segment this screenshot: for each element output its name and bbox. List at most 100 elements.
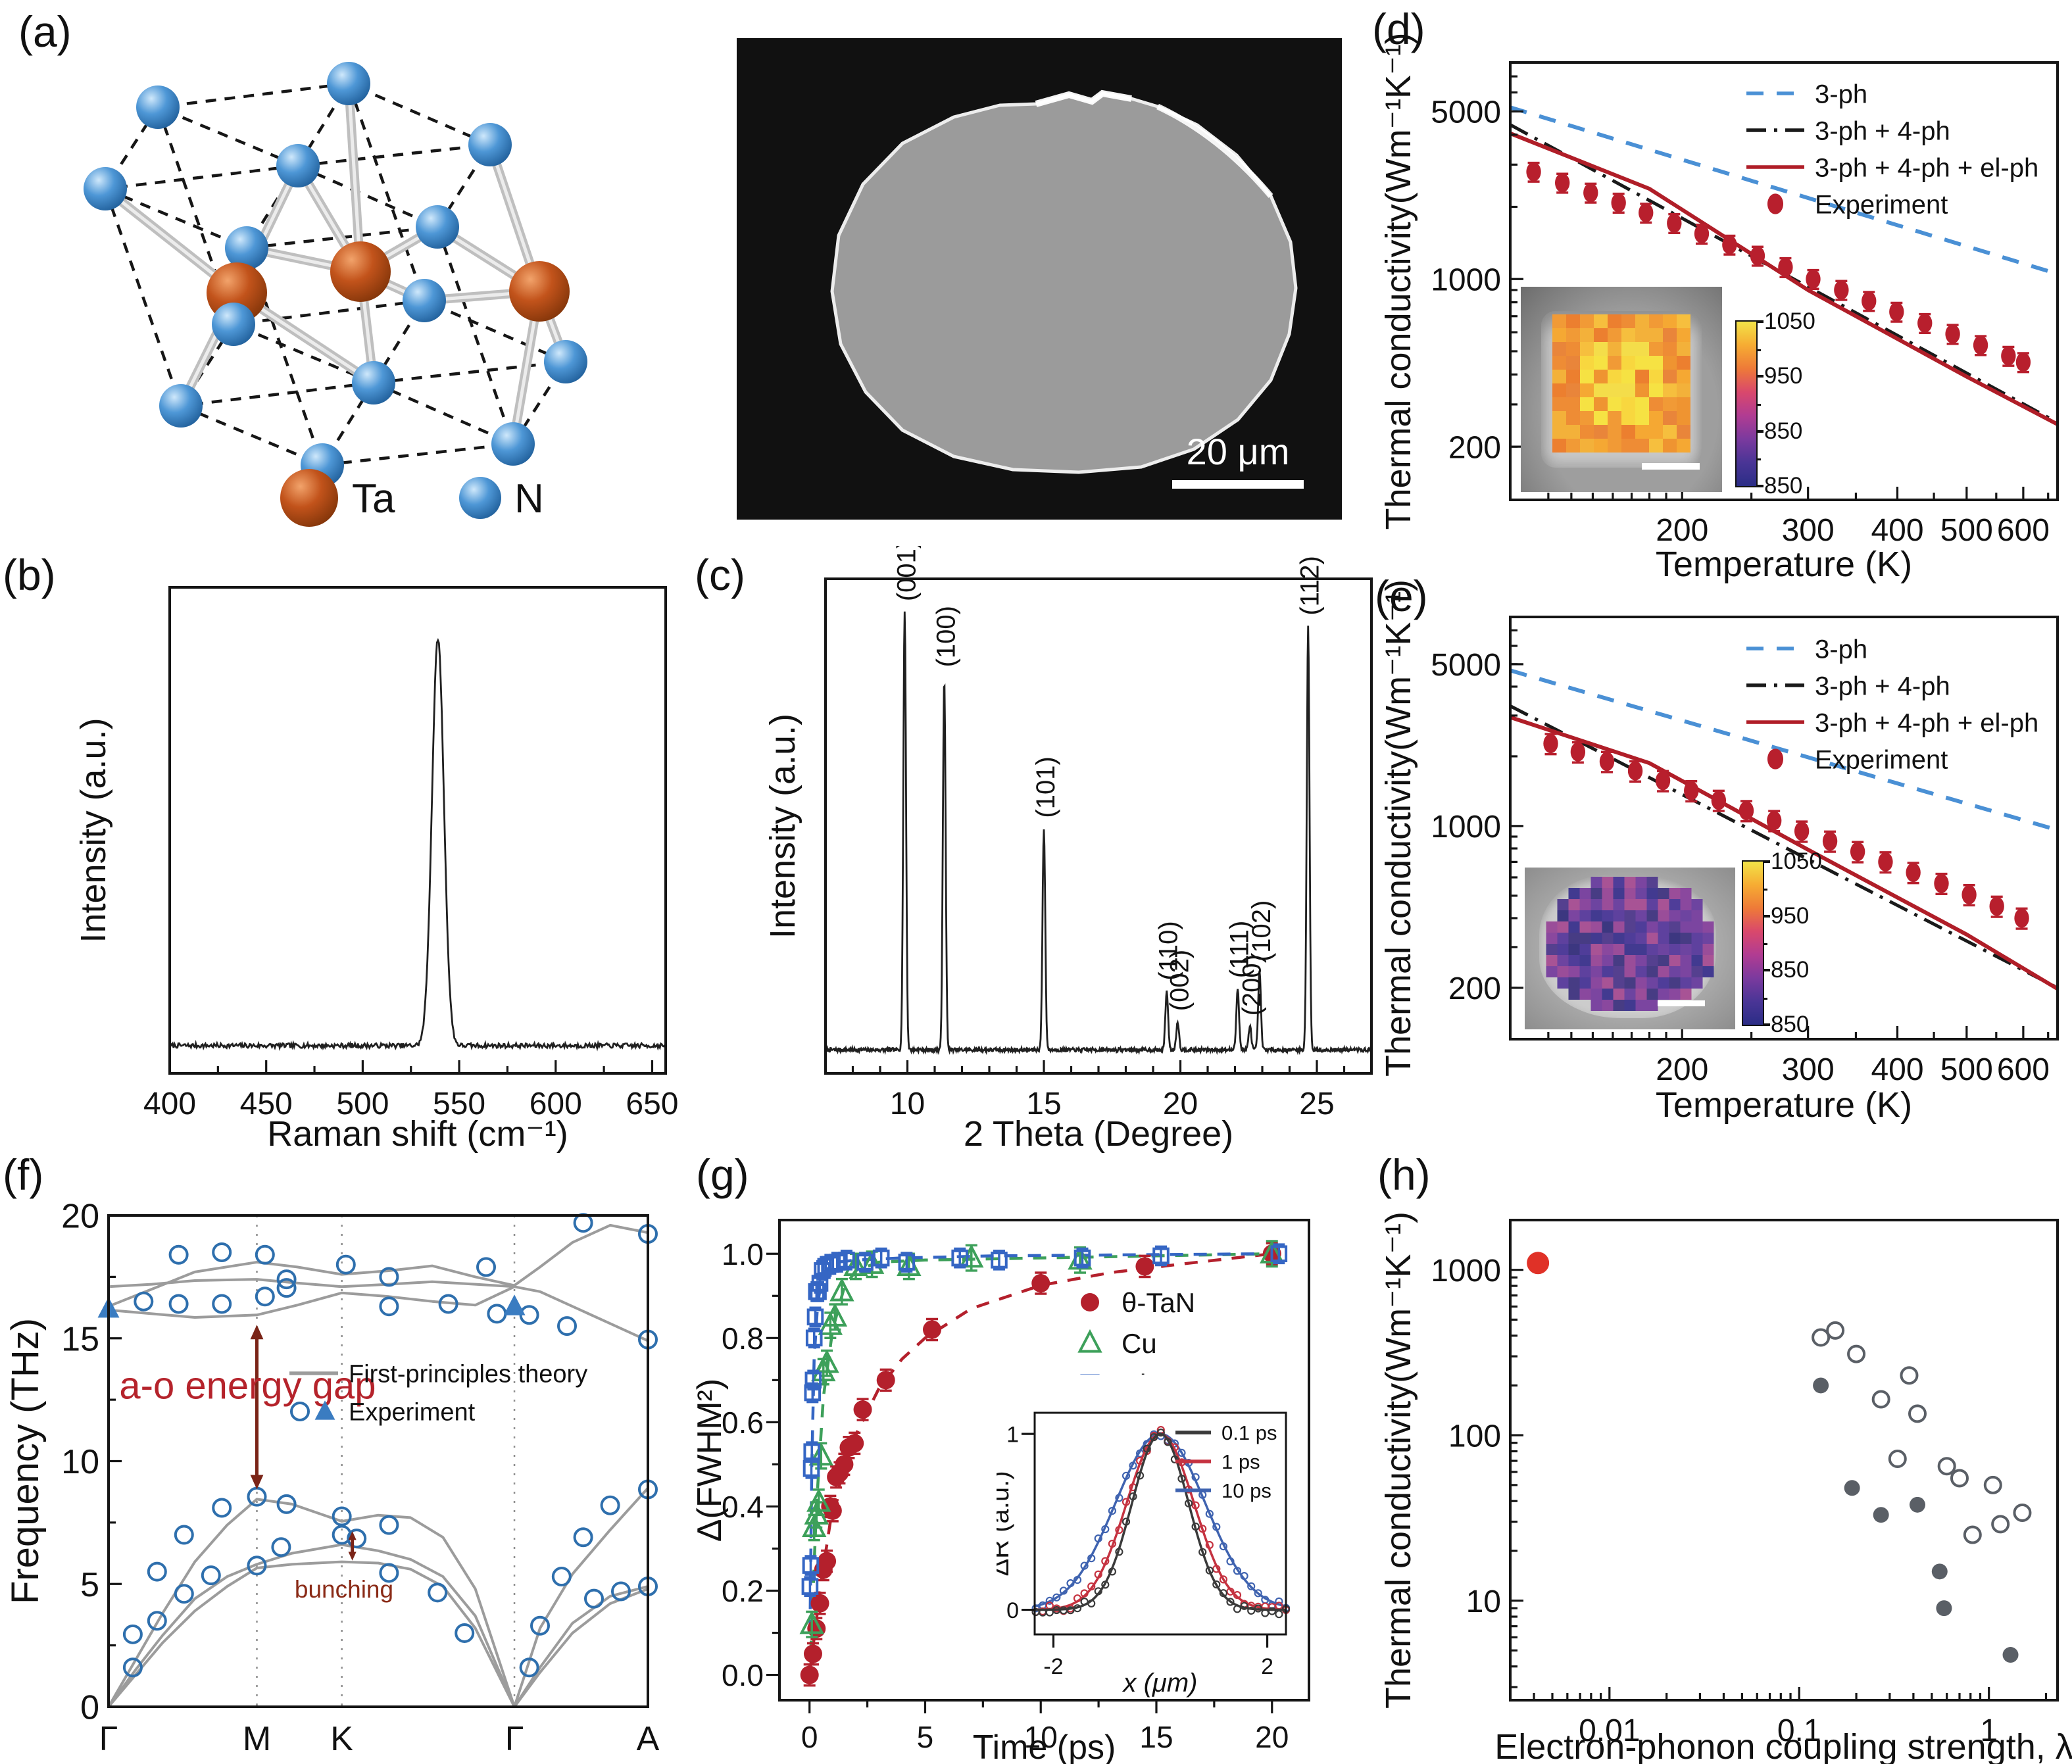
panel-label-d: (d) <box>1372 5 1425 53</box>
panel-label-g: (g) <box>696 1150 749 1199</box>
svg-text:First-principles theory: First-principles theory <box>349 1361 587 1388</box>
svg-text:0: 0 <box>801 1720 818 1754</box>
panel-label-e: (e) <box>1375 572 1428 620</box>
sem-image: 20 μm <box>737 38 1342 520</box>
svg-text:Thermal conductivity(Wm⁻¹K⁻¹): Thermal conductivity(Wm⁻¹K⁻¹) <box>1381 1212 1418 1709</box>
svg-text:1000: 1000 <box>1431 1254 1501 1288</box>
panel-c-xrd-chart: (001) (100) (101) (110)(002) (111)(200)(102)… <box>763 546 1373 1154</box>
colorbar-label: 950 <box>1771 902 1810 929</box>
svg-text:0: 0 <box>80 1689 99 1727</box>
svg-text:20: 20 <box>1255 1720 1289 1754</box>
svg-text:Raman shift (cm⁻¹): Raman shift (cm⁻¹) <box>267 1114 568 1154</box>
svg-text:1 ps: 1 ps <box>1221 1450 1260 1473</box>
svg-text:2: 2 <box>1261 1654 1273 1679</box>
svg-text:Γ: Γ <box>99 1720 118 1758</box>
svg-text:1000: 1000 <box>1431 810 1501 845</box>
svg-text:x (μm): x (μm) <box>1122 1669 1198 1698</box>
svg-text:M: M <box>243 1720 271 1758</box>
svg-text:Temperature (K): Temperature (K) <box>1656 1085 1912 1125</box>
svg-text:600: 600 <box>530 1087 582 1121</box>
colorbar-label: 850 <box>1764 473 1803 499</box>
svg-text:0.6: 0.6 <box>722 1406 764 1440</box>
svg-text:(112): (112) <box>1296 556 1325 615</box>
svg-text:1: 1 <box>1006 1422 1019 1447</box>
svg-text:5000: 5000 <box>1431 95 1501 130</box>
panel-f-phonon-dispersion-chart: a-o energy gap bunching Γ M K Γ A 0 5 10 15 20 Frequ… <box>4 1198 660 1758</box>
svg-text:10: 10 <box>1024 1720 1058 1754</box>
svg-text:300: 300 <box>1782 513 1835 548</box>
svg-text:15: 15 <box>1026 1087 1061 1121</box>
svg-text:3-ph + 4-ph + el-ph: 3-ph + 4-ph + el-ph <box>1815 708 2038 737</box>
svg-text:ΔR (a.u.): ΔR (a.u.) <box>997 1471 1014 1576</box>
svg-text:N: N <box>514 476 544 522</box>
svg-text:5: 5 <box>80 1566 99 1604</box>
svg-text:200: 200 <box>1656 1052 1708 1087</box>
svg-text:Cu: Cu <box>1122 1328 1157 1359</box>
svg-text:20: 20 <box>61 1198 99 1236</box>
panel-e-inset-thermal-map <box>1525 868 1735 1029</box>
svg-text:200: 200 <box>1448 430 1501 465</box>
svg-text:650: 650 <box>626 1087 678 1121</box>
svg-text:Electron-phonon coupling stren: Electron-phonon coupling strength, λ <box>1494 1727 2072 1764</box>
svg-text:5000: 5000 <box>1431 648 1501 683</box>
svg-text:1000: 1000 <box>1431 263 1501 298</box>
svg-text:(002): (002) <box>1165 950 1194 1011</box>
svg-text:3-ph + 4-ph + el-ph: 3-ph + 4-ph + el-ph <box>1815 153 2038 182</box>
panel-d-colorbar: 1050 950 850 850 <box>1735 308 1815 499</box>
panel-e-colorbar: 1050 950 850 850 <box>1742 848 1822 1037</box>
panel-label-h: (h) <box>1377 1150 1431 1199</box>
svg-text:400: 400 <box>1871 513 1923 548</box>
svg-text:500: 500 <box>336 1087 389 1121</box>
svg-text:Frequency (THz): Frequency (THz) <box>4 1318 47 1604</box>
svg-text:(001): (001) <box>892 546 921 601</box>
svg-text:20: 20 <box>1163 1087 1198 1121</box>
panel-label-b: (b) <box>3 551 56 599</box>
svg-text:3-ph: 3-ph <box>1815 635 1867 664</box>
svg-text:3-ph: 3-ph <box>1815 80 1867 109</box>
thermal-heatmap <box>1546 876 1714 1011</box>
svg-text:-2: -2 <box>1043 1654 1063 1679</box>
svg-text:0: 0 <box>1006 1598 1019 1623</box>
svg-text:20 μm: 20 μm <box>1187 431 1290 472</box>
colorbar-label: 850 <box>1771 1012 1810 1037</box>
panel-label-c: (c) <box>695 551 745 599</box>
thermal-heatmap <box>1552 314 1690 453</box>
svg-text:Intensity (a.u.): Intensity (a.u.) <box>763 714 802 939</box>
svg-text:10: 10 <box>61 1443 99 1481</box>
svg-text:Thermal conductivity(Wm⁻¹K⁻¹): Thermal conductivity(Wm⁻¹K⁻¹) <box>1381 579 1418 1077</box>
svg-text:(100): (100) <box>932 606 961 667</box>
svg-text:600: 600 <box>1997 1052 2050 1087</box>
svg-text:(102): (102) <box>1247 900 1276 962</box>
svg-text:15: 15 <box>1139 1720 1173 1754</box>
svg-text:200: 200 <box>1656 513 1708 548</box>
svg-text:400: 400 <box>143 1087 196 1121</box>
svg-text:Time (ps): Time (ps) <box>973 1728 1116 1764</box>
svg-text:0.8: 0.8 <box>722 1321 764 1356</box>
svg-text:5: 5 <box>917 1720 934 1754</box>
svg-text:100: 100 <box>1448 1419 1501 1454</box>
svg-text:500: 500 <box>1940 513 1993 548</box>
svg-text:25: 25 <box>1299 1087 1334 1121</box>
svg-text:K: K <box>330 1720 353 1758</box>
svg-text:300: 300 <box>1782 1052 1835 1087</box>
svg-text:bunching: bunching <box>295 1576 393 1603</box>
svg-text:450: 450 <box>240 1087 293 1121</box>
svg-text:Intensity (a.u.): Intensity (a.u.) <box>74 718 113 943</box>
svg-text:(110): (110) <box>1154 921 1183 980</box>
svg-text:200: 200 <box>1448 971 1501 1006</box>
svg-text:A: A <box>637 1720 660 1758</box>
svg-text:1.0: 1.0 <box>722 1237 764 1271</box>
svg-text:Experiment: Experiment <box>1815 190 1948 219</box>
colorbar-label: 850 <box>1764 418 1803 444</box>
svg-text:0.01: 0.01 <box>1579 1713 1640 1748</box>
panel-g-inset-profile-chart: -2 2 0 1 x (μm) ΔR (a.u.) 0.1 ps 1 ps 10 ps <box>997 1375 1307 1698</box>
svg-text:Γ: Γ <box>505 1720 524 1758</box>
svg-text:550: 550 <box>433 1087 485 1121</box>
svg-text:1: 1 <box>1980 1713 1998 1748</box>
panel-b-raman-chart: 400 450 500 550 600 650 Raman shift (cm⁻¹) Inte… <box>74 586 679 1154</box>
svg-text:a-o energy gap: a-o energy gap <box>119 1364 376 1407</box>
